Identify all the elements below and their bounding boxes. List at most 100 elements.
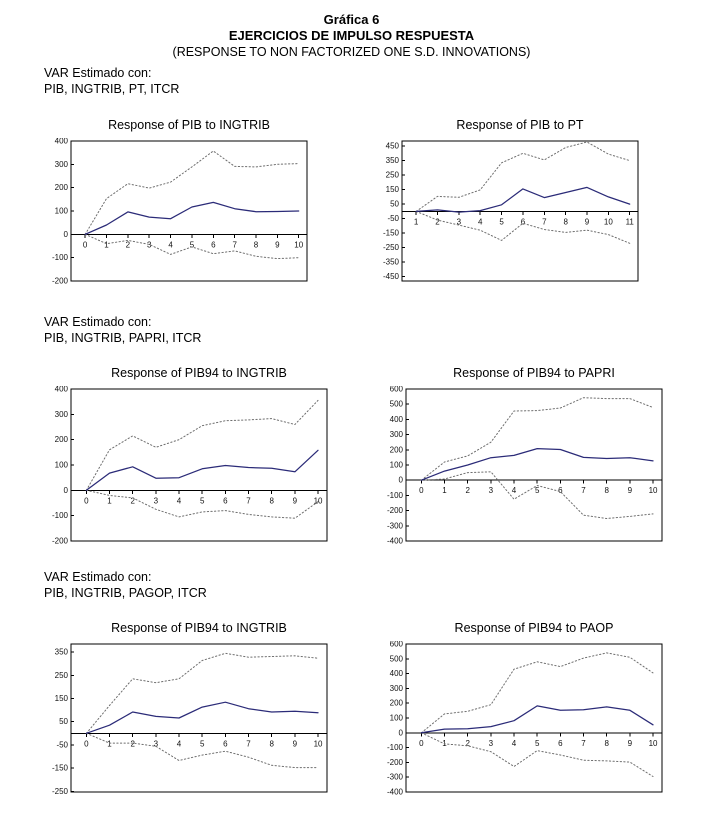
svg-text:2: 2	[130, 496, 135, 505]
irf-chart-pib94-paop: 600 500 400 300 200 100 0 -100 -200 -300 -400 0 1 2 3 4…	[387, 641, 663, 797]
svg-text:10: 10	[604, 217, 613, 226]
svg-text:0: 0	[64, 486, 69, 495]
svg-text:300: 300	[55, 160, 69, 169]
svg-text:7: 7	[246, 496, 251, 505]
svg-text:200: 200	[55, 183, 69, 192]
var-spec-label: VAR Estimado con:	[44, 66, 152, 80]
svg-text:500: 500	[390, 654, 404, 663]
chart-panel-pib94-paop: Response of PIB94 to PAOP 600 500 400 300 20…	[372, 620, 664, 799]
svg-text:1: 1	[107, 496, 112, 505]
svg-text:300: 300	[390, 684, 404, 693]
svg-text:6: 6	[223, 739, 228, 748]
svg-text:8: 8	[269, 496, 274, 505]
var-spec-block-3: VAR Estimado con: PIB, INGTRIB, PAGOP, I…	[44, 569, 703, 601]
svg-text:9: 9	[628, 739, 633, 748]
svg-text:50: 50	[59, 717, 68, 726]
chart-title: Response of PIB to PT	[456, 118, 584, 132]
svg-text:7: 7	[581, 739, 586, 748]
svg-text:0: 0	[399, 728, 404, 737]
svg-text:-100: -100	[52, 511, 69, 520]
svg-text:400: 400	[55, 138, 69, 146]
svg-text:8: 8	[604, 486, 609, 495]
svg-text:-200: -200	[387, 506, 404, 515]
svg-text:300: 300	[390, 430, 404, 439]
svg-text:100: 100	[55, 207, 69, 216]
svg-text:3: 3	[489, 739, 494, 748]
svg-text:400: 400	[390, 415, 404, 424]
svg-text:250: 250	[386, 171, 400, 180]
svg-text:11: 11	[626, 217, 635, 226]
figure-title: EJERCICIOS DE IMPULSO RESPUESTA	[228, 28, 475, 43]
svg-text:50: 50	[390, 200, 399, 209]
svg-text:0: 0	[64, 230, 69, 239]
svg-text:10: 10	[294, 240, 303, 249]
svg-text:-400: -400	[387, 537, 404, 546]
chart-panel-pib-pt: Response of PIB to PT 450 350 250 150 50 -50 -…	[368, 117, 640, 288]
irf-chart-pib-pt: 450 350 250 150 50 -50 -150 -250 -350 -450 1 2 3 4 5 6 7…	[383, 140, 639, 282]
svg-text:5: 5	[499, 217, 504, 226]
svg-text:400: 400	[55, 386, 69, 394]
var-spec-label: VAR Estimado con:	[44, 570, 152, 584]
var-spec-variables: PIB, INGTRIB, PAPRI, ITCR	[44, 331, 202, 345]
figure-subtitle: (RESPONSE TO NON FACTORIZED ONE S.D. INN…	[172, 45, 531, 59]
svg-text:600: 600	[390, 641, 404, 649]
svg-text:7: 7	[542, 217, 547, 226]
irf-chart-pib94-ingtrib-a: 400 300 200 100 0 -100 -200 0 1 2 3 4 5 6 7 8 9 10	[52, 386, 328, 546]
svg-text:10: 10	[314, 739, 323, 748]
svg-text:-100: -100	[387, 743, 404, 752]
svg-text:200: 200	[390, 699, 404, 708]
svg-text:100: 100	[55, 461, 69, 470]
svg-text:-100: -100	[52, 253, 69, 262]
svg-text:-300: -300	[387, 773, 404, 782]
svg-text:450: 450	[386, 142, 400, 151]
svg-text:8: 8	[604, 739, 609, 748]
svg-text:7: 7	[246, 739, 251, 748]
svg-text:3: 3	[489, 486, 494, 495]
svg-text:2: 2	[465, 486, 470, 495]
svg-text:0: 0	[83, 240, 88, 249]
svg-text:600: 600	[390, 386, 404, 394]
chart-row-3: Response of PIB94 to INGTRIB 350 250 150 50…	[37, 620, 703, 799]
svg-text:3: 3	[154, 739, 159, 748]
var-spec-block-2: VAR Estimado con: PIB, INGTRIB, PAPRI, I…	[44, 314, 703, 346]
svg-text:5: 5	[535, 486, 540, 495]
svg-text:3: 3	[154, 496, 159, 505]
svg-text:9: 9	[293, 496, 298, 505]
svg-text:-200: -200	[52, 277, 69, 286]
svg-text:-300: -300	[387, 521, 404, 530]
svg-text:350: 350	[55, 648, 69, 657]
svg-text:0: 0	[399, 476, 404, 485]
svg-text:5: 5	[200, 496, 205, 505]
svg-text:1: 1	[107, 739, 112, 748]
svg-text:0: 0	[84, 739, 89, 748]
svg-text:-150: -150	[383, 229, 400, 238]
svg-text:6: 6	[223, 496, 228, 505]
var-spec-variables: PIB, INGTRIB, PT, ITCR	[44, 82, 180, 96]
svg-text:8: 8	[269, 739, 274, 748]
svg-text:4: 4	[512, 486, 517, 495]
svg-text:400: 400	[390, 669, 404, 678]
chart-title: Response of PIB94 to PAPRI	[453, 366, 615, 380]
svg-text:6: 6	[558, 486, 563, 495]
svg-text:2: 2	[465, 739, 470, 748]
svg-text:9: 9	[628, 486, 633, 495]
svg-text:350: 350	[386, 156, 400, 165]
svg-text:6: 6	[558, 739, 563, 748]
chart-title: Response of PIB to INGTRIB	[108, 118, 270, 132]
chart-title: Response of PIB94 to INGTRIB	[111, 366, 287, 380]
chart-panel-pib94-ingtrib-a: Response of PIB94 to INGTRIB 400 300 2 0 0 10…	[37, 365, 329, 548]
svg-text:4: 4	[478, 217, 483, 226]
svg-text:4: 4	[512, 739, 517, 748]
svg-text:300: 300	[55, 410, 69, 419]
svg-text:7: 7	[581, 486, 586, 495]
svg-text:0: 0	[84, 496, 89, 505]
svg-text:8: 8	[563, 217, 568, 226]
svg-text:8: 8	[254, 240, 259, 249]
svg-text:6: 6	[521, 217, 526, 226]
svg-text:0: 0	[419, 486, 424, 495]
svg-text:10: 10	[649, 486, 658, 495]
svg-text:9: 9	[585, 217, 590, 226]
svg-text:100: 100	[390, 714, 404, 723]
svg-text:-150: -150	[52, 764, 69, 773]
svg-text:-50: -50	[387, 214, 399, 223]
